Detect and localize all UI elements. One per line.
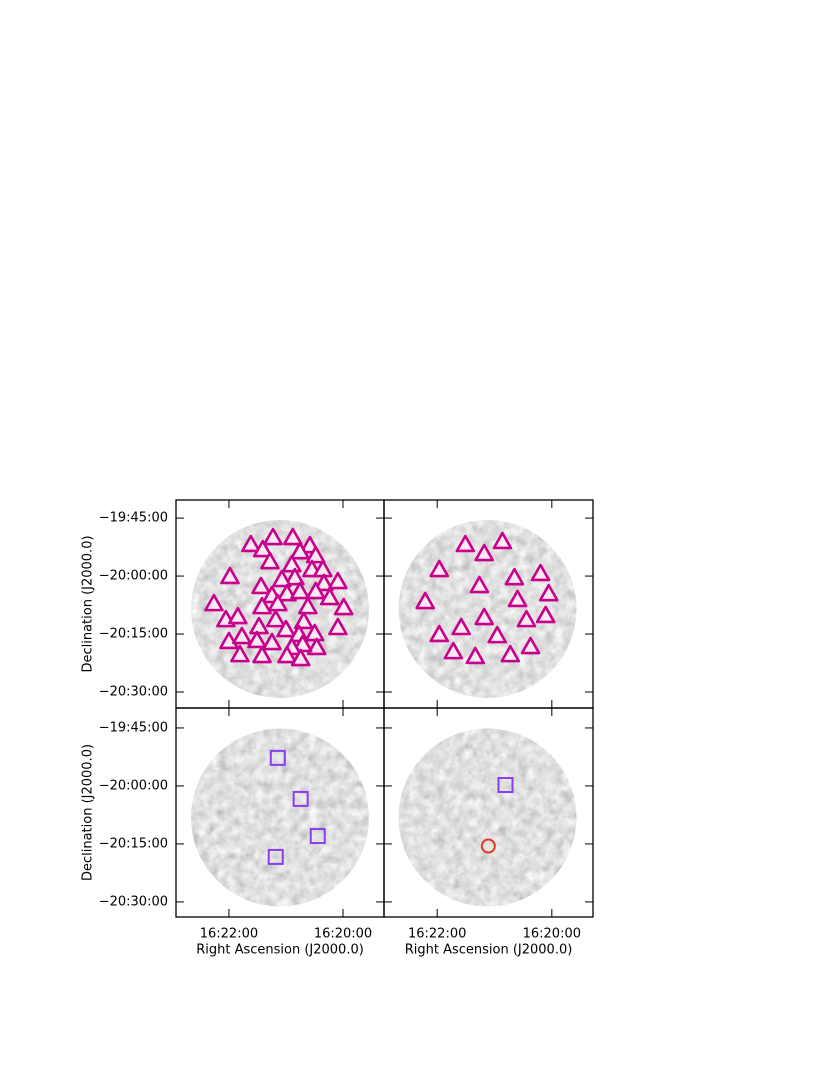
sky-image — [398, 728, 577, 907]
x-tick-label: 16:20:00 — [314, 927, 372, 942]
x-tick-label: 16:22:00 — [408, 927, 466, 942]
triangle-marker — [247, 630, 267, 649]
triangle-marker — [305, 581, 326, 600]
triangle-marker — [538, 583, 559, 602]
triangle-marker — [290, 581, 310, 600]
triangle-marker — [204, 593, 224, 612]
triangle-marker — [263, 527, 283, 546]
triangle-marker — [252, 596, 272, 615]
triangle-marker — [520, 636, 541, 655]
triangle-marker — [328, 571, 348, 590]
triangle-marker — [252, 645, 272, 664]
plot-frame — [383, 707, 594, 918]
triangle-marker — [429, 559, 450, 578]
square-marker — [267, 848, 284, 865]
square-marker — [309, 828, 326, 845]
plots: −19:45:00−20:00:00−20:15:00−20:30:00Decl… — [81, 499, 594, 958]
square-marker — [497, 777, 514, 794]
triangle-marker — [314, 573, 334, 592]
triangle-marker — [281, 554, 302, 573]
triangle-marker — [469, 575, 490, 594]
x-tick-label: 16:22:00 — [200, 927, 258, 942]
triangle-marker — [328, 617, 348, 636]
triangle-marker — [283, 527, 303, 546]
triangle-marker — [290, 648, 311, 667]
y-tick-label: −20:00:00 — [99, 778, 168, 793]
y-tick-label: −20:30:00 — [99, 685, 168, 700]
triangle-marker — [228, 606, 248, 625]
triangle-marker — [240, 534, 261, 553]
triangle-marker — [251, 576, 271, 595]
sky-image — [191, 728, 369, 907]
triangle-marker — [292, 634, 313, 653]
triangle-marker — [262, 632, 282, 651]
square-marker — [292, 790, 309, 807]
circle-marker — [480, 838, 496, 854]
triangle-marker — [220, 566, 240, 585]
triangle-marker — [306, 637, 327, 656]
y-axis-label: Declination (J2000.0) — [81, 744, 96, 881]
triangle-marker — [455, 534, 476, 553]
triangle-marker — [443, 641, 464, 660]
y-tick-label: −19:45:00 — [99, 720, 168, 735]
triangle-marker — [535, 605, 556, 624]
triangle-marker — [516, 609, 537, 628]
triangle-marker — [474, 543, 495, 562]
x-axis-label: Right Ascension (J2000.0) — [196, 943, 364, 958]
triangle-marker — [465, 646, 486, 665]
triangle-marker — [277, 645, 297, 664]
y-tick-label: −20:15:00 — [99, 627, 168, 642]
triangle-marker — [487, 625, 508, 644]
triangle-marker — [272, 569, 292, 588]
y-tick-label: −19:45:00 — [99, 511, 168, 526]
triangle-marker — [293, 611, 314, 630]
square-marker — [269, 749, 286, 766]
triangle-marker — [429, 624, 450, 643]
triangle-marker — [260, 551, 280, 570]
triangle-marker — [232, 626, 252, 645]
triangle-marker — [230, 644, 250, 663]
y-axis-label: Declination (J2000.0) — [81, 535, 96, 672]
triangle-marker — [530, 563, 551, 582]
triangle-marker — [305, 545, 326, 564]
triangle-marker — [267, 593, 288, 612]
triangle-marker — [285, 567, 305, 586]
triangle-marker — [451, 617, 472, 636]
triangle-marker — [265, 609, 286, 628]
triangle-marker — [500, 644, 521, 663]
triangle-marker — [474, 607, 495, 626]
triangle-marker — [507, 589, 528, 608]
y-tick-label: −20:30:00 — [99, 894, 168, 909]
triangle-marker — [415, 591, 435, 610]
triangle-marker — [319, 587, 340, 606]
triangle-marker — [276, 619, 296, 638]
triangle-marker — [504, 567, 525, 586]
triangle-marker — [298, 596, 318, 615]
triangle-marker — [252, 539, 273, 558]
x-tick-label: 16:20:00 — [523, 927, 581, 942]
triangle-marker — [492, 531, 513, 550]
x-axis-label: Right Ascension (J2000.0) — [405, 943, 573, 958]
y-tick-label: −20:00:00 — [99, 569, 168, 584]
triangle-marker — [333, 597, 354, 616]
triangle-marker — [290, 541, 310, 560]
y-tick-label: −20:15:00 — [99, 836, 168, 851]
